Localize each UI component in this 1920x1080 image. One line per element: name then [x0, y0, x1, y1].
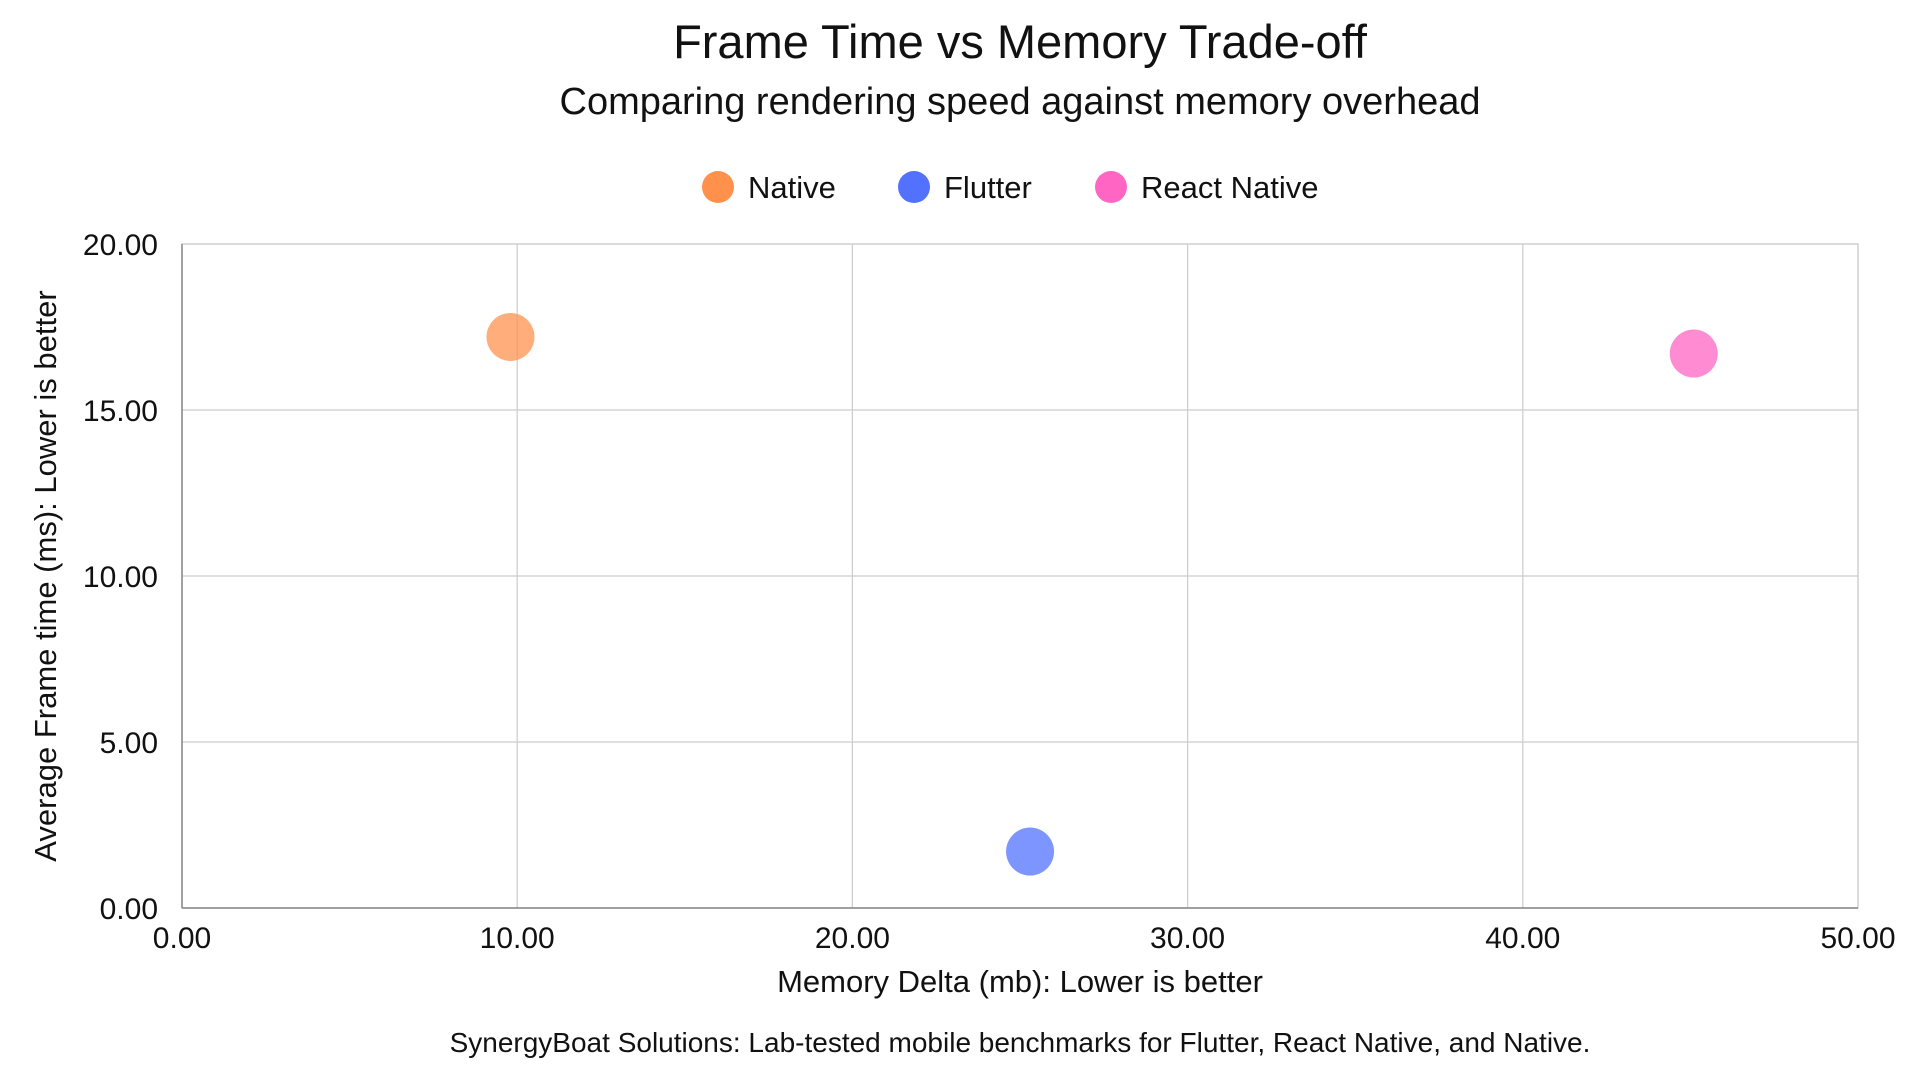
- legend-label: Native: [748, 170, 836, 205]
- x-tick-label: 0.00: [153, 922, 211, 955]
- x-tick-label: 30.00: [1150, 922, 1225, 955]
- legend-label: Flutter: [944, 170, 1032, 205]
- legend-swatch: [1095, 171, 1127, 203]
- legend-item: Flutter: [898, 170, 1032, 205]
- legend-swatch: [898, 171, 930, 203]
- y-tick-label: 0.00: [100, 893, 158, 926]
- y-axis-label: Average Frame time (ms): Lower is better: [28, 290, 63, 861]
- legend-item: Native: [702, 170, 836, 205]
- x-tick-label: 40.00: [1485, 922, 1560, 955]
- x-axis-label: Memory Delta (mb): Lower is better: [777, 964, 1263, 999]
- x-tick-labels: 0.00 10.00 20.00 30.00 40.00 50.00: [153, 922, 1896, 955]
- data-point: [1669, 329, 1718, 378]
- data-points: [486, 312, 1718, 876]
- x-tick-label: 50.00: [1820, 922, 1895, 955]
- data-point: [486, 312, 535, 361]
- legend-item: React Native: [1095, 170, 1318, 205]
- y-tick-label: 10.00: [83, 561, 158, 594]
- grid-lines: [181, 243, 1859, 909]
- data-point: [1006, 827, 1055, 876]
- y-tick-label: 20.00: [83, 229, 158, 262]
- x-tick-label: 20.00: [815, 922, 890, 955]
- y-tick-labels: 0.00 5.00 10.00 15.00 20.00: [83, 229, 158, 926]
- legend-swatch: [702, 171, 734, 203]
- legend-label: React Native: [1141, 170, 1318, 205]
- chart-title: Frame Time vs Memory Trade-off: [673, 15, 1368, 68]
- y-tick-label: 15.00: [83, 395, 158, 428]
- chart-legend: Native Flutter React Native: [702, 170, 1318, 205]
- chart-caption: SynergyBoat Solutions: Lab-tested mobile…: [450, 1027, 1591, 1058]
- x-tick-label: 10.00: [480, 922, 555, 955]
- chart-subtitle: Comparing rendering speed against memory…: [560, 81, 1481, 123]
- y-tick-label: 5.00: [100, 727, 158, 760]
